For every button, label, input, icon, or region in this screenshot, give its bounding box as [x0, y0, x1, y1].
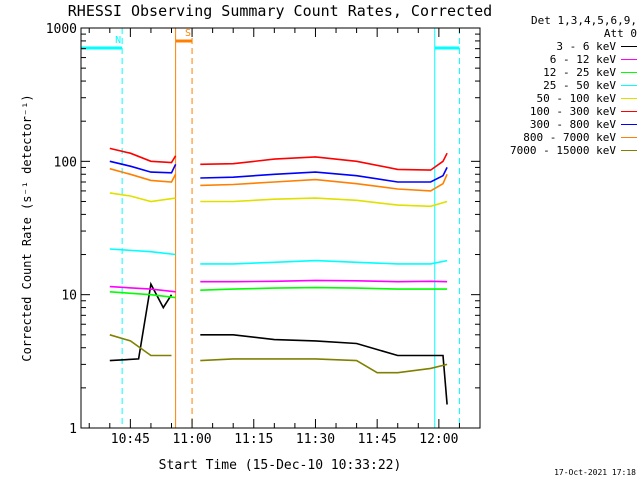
legend: Det 1,3,4,5,6,9, Att 0 3 - 6 keV 6 - 12 k…: [483, 14, 637, 157]
legend-item: 100 - 300 keV: [483, 105, 637, 118]
legend-swatch: [621, 111, 637, 112]
x-tick-label: 11:45: [358, 432, 397, 447]
axes: 1 10 100 1000 10:45 11:00 11:15 11:30 11:45 12:00: [46, 22, 481, 447]
legend-item-label: 25 - 50 keV: [543, 79, 616, 92]
legend-swatch: [621, 150, 637, 151]
series-line-5: [200, 152, 448, 171]
chart-title: RHESSI Observing Summary Count Rates, Co…: [68, 2, 492, 20]
annotation-label: N: [115, 35, 121, 46]
x-tick-label: 11:30: [296, 432, 335, 447]
legend-swatch: [621, 46, 637, 47]
legend-item-label: 6 - 12 keV: [549, 53, 616, 66]
legend-item: 800 - 7000 keV: [483, 131, 637, 144]
legend-item: 7000 - 15000 keV: [483, 144, 637, 157]
y-axis-label: Corrected Count Rate (s⁻¹ detector⁻¹): [20, 94, 34, 361]
legend-item: 25 - 50 keV: [483, 79, 637, 92]
series-line-7: [109, 167, 177, 183]
series-line-0: [200, 333, 448, 405]
legend-swatch: [621, 124, 637, 125]
legend-swatch: [621, 85, 637, 86]
series-line-7: [200, 173, 448, 192]
series-line-4: [200, 197, 448, 208]
legend-item-label: 7000 - 15000 keV: [510, 144, 616, 157]
x-tick-label: 10:45: [111, 432, 150, 447]
y-tick-label: 1000: [46, 22, 77, 37]
legend-item-label: 12 - 25 keV: [543, 66, 616, 79]
legend-items: 3 - 6 keV 6 - 12 keV 12 - 25 keV 25 - 50 ke…: [483, 40, 637, 157]
legend-item-label: 100 - 300 keV: [529, 105, 616, 118]
series-line-2: [200, 286, 448, 291]
x-tick-label: 11:00: [172, 432, 211, 447]
legend-swatch: [621, 72, 637, 73]
legend-item: 300 - 800 keV: [483, 118, 637, 131]
legend-detector-header: Det 1,3,4,5,6,9,: [531, 14, 637, 27]
x-tick-label: 12:00: [419, 432, 458, 447]
legend-item-label: 300 - 800 keV: [529, 118, 616, 131]
footer-timestamp: 17-Oct-2021 17:18: [554, 468, 636, 477]
legend-item-label: 50 - 100 keV: [536, 92, 616, 105]
legend-item: 3 - 6 keV: [483, 40, 637, 53]
series-line-5: [109, 147, 177, 164]
x-tick-label: 11:15: [234, 432, 273, 447]
plot-area: NS: [80, 28, 460, 428]
legend-item: 50 - 100 keV: [483, 92, 637, 105]
series-line-1: [109, 285, 176, 293]
series-line-1: [200, 279, 448, 283]
legend-item: 6 - 12 keV: [483, 53, 637, 66]
legend-attenuator-state: Att 0: [603, 27, 637, 40]
series-line-2: [109, 291, 176, 299]
series-line-8: [109, 334, 172, 357]
series-line-8: [200, 358, 448, 374]
y-tick-label: 100: [54, 155, 77, 170]
legend-swatch: [621, 59, 637, 60]
plot-frame: [80, 27, 481, 429]
annotation-label: S: [185, 28, 191, 39]
series-line-6: [200, 167, 448, 183]
legend-item: 12 - 25 keV: [483, 66, 637, 79]
series-line-6: [109, 160, 177, 174]
legend-item-label: 800 - 7000 keV: [523, 131, 616, 144]
series-line-3: [109, 248, 176, 256]
legend-item-label: 3 - 6 keV: [556, 40, 616, 53]
series-line-4: [109, 192, 176, 203]
series-line-0: [109, 281, 173, 362]
legend-swatch: [621, 137, 637, 138]
y-tick-label: 10: [61, 289, 77, 304]
y-tick-label: 1: [69, 422, 77, 437]
x-axis-label: Start Time (15-Dec-10 10:33:22): [159, 458, 402, 473]
legend-swatch: [621, 98, 637, 99]
series-line-3: [200, 259, 448, 265]
